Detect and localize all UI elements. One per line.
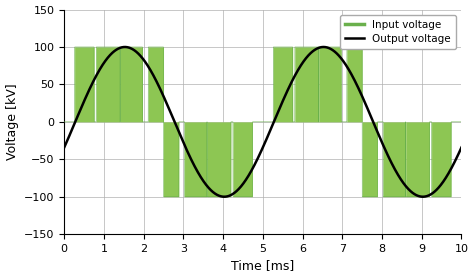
Legend: Input voltage, Output voltage: Input voltage, Output voltage (340, 15, 456, 49)
X-axis label: Time [ms]: Time [ms] (231, 259, 294, 272)
Y-axis label: Voltage [kV]: Voltage [kV] (6, 84, 18, 160)
